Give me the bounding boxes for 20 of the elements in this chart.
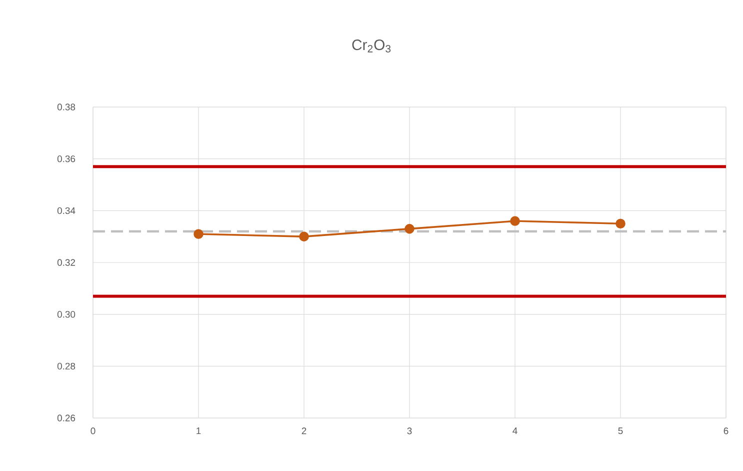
y-tick-label: 0.36 (57, 155, 76, 162)
point (404, 224, 414, 234)
x-tick-label: 2 (302, 428, 306, 434)
point (299, 232, 309, 242)
y-tick-label: 0.34 (57, 207, 76, 214)
y-tick-label: 0.38 (57, 104, 76, 110)
x-tick-label: 1 (196, 428, 201, 434)
x-tick-label: 4 (512, 428, 518, 434)
x-tick-label: 5 (618, 428, 623, 434)
y-tick-label: 0.28 (57, 362, 76, 370)
point (616, 218, 626, 229)
y-tick-label: 0.30 (57, 310, 76, 318)
y-tick-label: 0.32 (57, 259, 76, 266)
chart-title: Cr$_{2}$O$_{3}$ (352, 40, 391, 52)
point (194, 229, 204, 239)
point (510, 216, 520, 226)
y-tick-label: 0.26 (57, 414, 76, 422)
x-tick-label: 3 (407, 428, 412, 434)
x-tick-label: 6 (724, 428, 728, 434)
x-tick-label: 0 (90, 428, 96, 434)
